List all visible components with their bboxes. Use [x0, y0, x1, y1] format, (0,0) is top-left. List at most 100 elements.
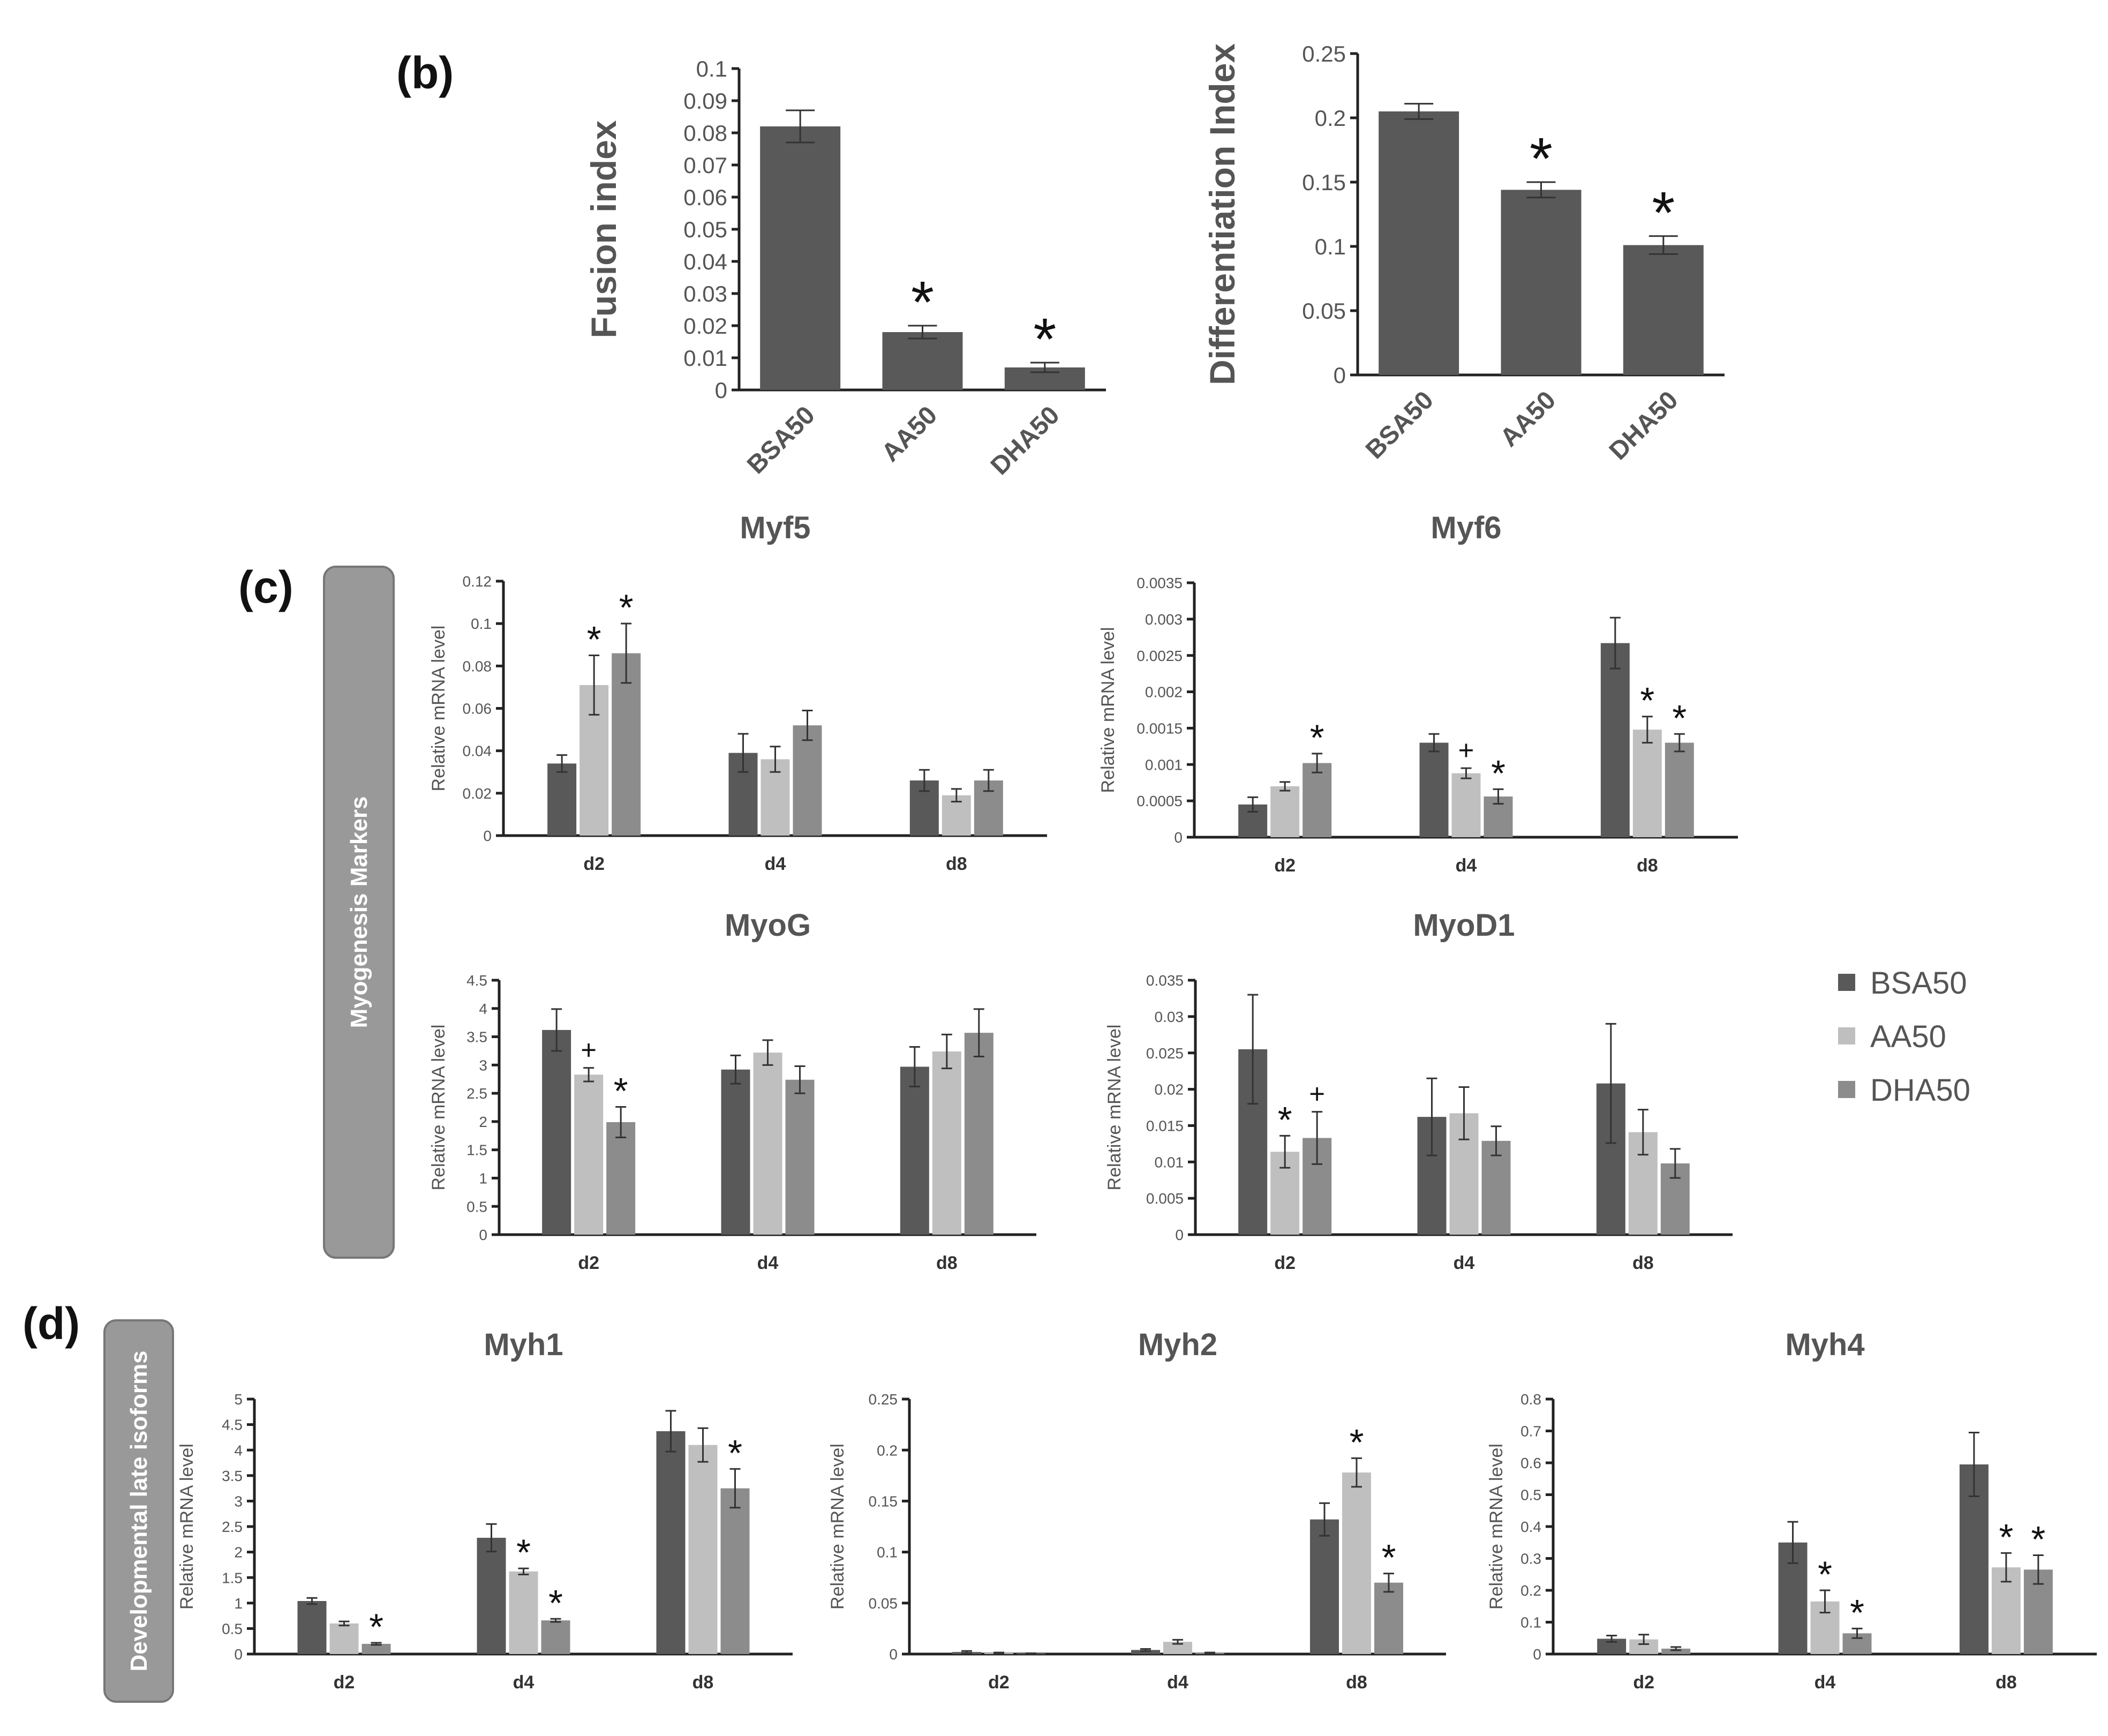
chart-myf5: Myf5 Relative mRNA level 0 0.02 0.04 0.06 0.08… [428, 510, 1047, 874]
y-axis-label: Relative mRNA level [1104, 1025, 1125, 1191]
chart-myog: MyoG Relative mRNA level 0 0.5 1 1.5 2 2.5 3 3.5 4… [428, 908, 1036, 1273]
y-tick-label: 0.09 [683, 88, 727, 114]
y-tick-label: 2 [479, 1114, 487, 1130]
y-tick-label: 0.1 [1520, 1614, 1541, 1631]
chart-myh4: Myh4 Relative mRNA level 0 0.1 0.2 0.3 0.4 0.5 0… [1486, 1327, 2097, 1693]
y-tick-label: 0.6 [1520, 1455, 1541, 1471]
y-tick-label: 0.15 [1302, 170, 1346, 195]
y-tick-label: 0 [1334, 363, 1346, 388]
y-axis-label: Relative mRNA level [1486, 1444, 1507, 1610]
y-axis-label: Fusion index [584, 120, 623, 338]
y-tick-label: 0.02 [1155, 1081, 1184, 1098]
y-tick-label: 0.05 [683, 217, 727, 242]
y-tick-label: 0.02 [463, 785, 492, 802]
y-tick-label: 3 [234, 1493, 243, 1509]
x-tick-label: d4 [1456, 855, 1477, 876]
side-label-d-box [103, 1319, 174, 1703]
y-axis-label: Differentiation Index [1202, 43, 1242, 385]
x-tick-label: d8 [1637, 855, 1658, 876]
bar [1419, 742, 1449, 837]
chart-title: Myh2 [1138, 1327, 1217, 1362]
chart-title: Myf5 [740, 510, 810, 545]
bar [329, 1623, 359, 1654]
significance-mark: * [587, 619, 601, 660]
significance-mark: * [1491, 753, 1505, 794]
y-tick-label: 1.5 [222, 1569, 243, 1586]
x-tick-label: d8 [692, 1672, 714, 1693]
x-tick-label: DHA50 [1604, 386, 1684, 465]
bar [1303, 763, 1332, 837]
y-tick-label: 0.01 [683, 345, 727, 371]
significance-mark: * [1672, 697, 1687, 739]
x-tick-label: d2 [578, 1253, 599, 1273]
chart-title: MyoD1 [1413, 908, 1515, 943]
bar [720, 1488, 750, 1654]
y-tick-label: 0.0035 [1136, 575, 1183, 591]
y-tick-label: 0.04 [683, 249, 727, 274]
y-tick-label: 1 [479, 1170, 487, 1187]
significance-mark: * [1652, 180, 1675, 246]
x-tick-label: d2 [988, 1672, 1010, 1693]
y-tick-label: 2.5 [466, 1085, 487, 1102]
y-tick-label: 0 [715, 378, 727, 403]
y-tick-label: 0.5 [466, 1198, 487, 1215]
x-tick-label: d4 [757, 1253, 779, 1273]
chart-fusion: Fusion index 0 0.01 0.02 0.03 0.04 0.05 0.06 0.0… [584, 56, 1106, 480]
y-tick-label: 0.02 [683, 313, 727, 339]
bar [1379, 111, 1459, 375]
chart-myh1: Myh1 Relative mRNA level 0 0.5 1 1.5 2 2.5 3 3.5 4… [177, 1327, 793, 1693]
y-tick-label: 0.03 [683, 281, 727, 306]
significance-mark: * [614, 1070, 628, 1111]
y-tick-label: 0.01 [1155, 1154, 1184, 1170]
x-tick-label: d2 [583, 854, 605, 874]
significance-mark: * [1530, 126, 1553, 192]
chart-myod1: MyoD1 Relative mRNA level 0 0.005 0.01 0.015 0… [1104, 908, 1733, 1273]
y-tick-label: 0.7 [1520, 1423, 1541, 1440]
bar [1501, 190, 1582, 375]
bar [1665, 742, 1694, 837]
chart-title: Myh1 [484, 1327, 563, 1362]
significance-mark: + [1309, 1079, 1325, 1109]
y-tick-label: 0.2 [1315, 106, 1346, 131]
x-tick-label: d2 [1274, 1253, 1296, 1273]
side-label-d: Developmental late isoforms [103, 1319, 174, 1703]
y-tick-label: 1.5 [466, 1142, 487, 1159]
x-tick-label: DHA50 [985, 401, 1065, 480]
y-axis-label: Relative mRNA level [428, 626, 449, 792]
bar [882, 332, 963, 390]
bar [362, 1643, 391, 1654]
y-tick-label: 0.025 [1146, 1045, 1184, 1062]
significance-mark: * [1310, 717, 1324, 758]
chart-myf6: Myf6 Relative mRNA level 0 0.0005 0.001 0.001… [1098, 510, 1738, 876]
x-tick-label: d2 [1633, 1672, 1654, 1693]
x-tick-label: d8 [1996, 1672, 2017, 1693]
y-tick-label: 0 [1174, 829, 1183, 846]
y-tick-label: 0.1 [877, 1544, 898, 1561]
legend-swatch-dha50 [1838, 1081, 1855, 1098]
bar [542, 1029, 571, 1235]
significance-mark: * [1640, 680, 1654, 722]
bar [1374, 1582, 1403, 1654]
y-tick-label: 0.3 [1520, 1551, 1541, 1567]
legend-swatch-bsa50 [1838, 974, 1855, 991]
y-tick-label: 0.04 [463, 743, 492, 760]
y-tick-label: 0.08 [683, 121, 727, 146]
y-tick-label: 0.001 [1145, 756, 1183, 773]
significance-mark: * [619, 587, 634, 628]
bar [541, 1620, 570, 1654]
y-tick-label: 0.5 [1520, 1487, 1541, 1504]
y-tick-label: 0.06 [463, 701, 492, 717]
significance-mark: * [1818, 1554, 1832, 1595]
x-tick-label: d8 [1346, 1672, 1367, 1693]
significance-mark: * [1382, 1537, 1396, 1579]
chart-diff: Differentiation Index 0 0.05 0.1 0.15 0.2 0.25… [1202, 41, 1725, 465]
y-tick-label: 0 [234, 1646, 243, 1663]
y-tick-label: 0.003 [1145, 611, 1183, 628]
bar [656, 1431, 686, 1654]
bar [1623, 245, 1704, 375]
x-tick-label: d8 [946, 854, 967, 874]
side-label-d-text: Developmental late isoforms [126, 1350, 152, 1671]
y-tick-label: 0.1 [696, 56, 727, 81]
y-tick-label: 0.25 [1302, 41, 1346, 66]
